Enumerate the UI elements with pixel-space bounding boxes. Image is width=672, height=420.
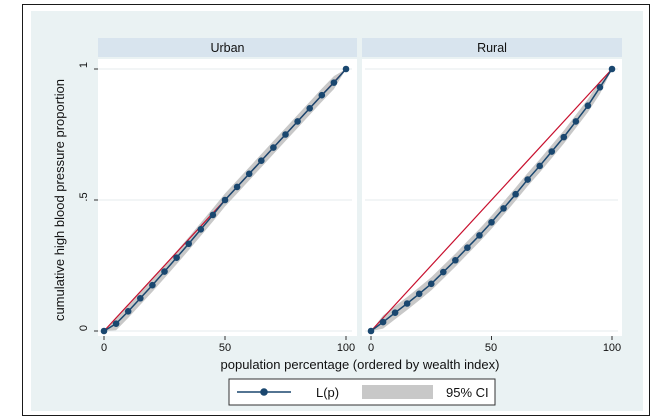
data-point xyxy=(161,268,168,275)
data-point xyxy=(415,290,423,298)
data-point xyxy=(379,318,387,326)
data-point xyxy=(608,65,616,73)
x-axis-label: population percentage (ordered by wealth… xyxy=(221,357,500,372)
data-point xyxy=(403,300,411,307)
curve-urban xyxy=(100,65,350,335)
panel-strip-urban xyxy=(98,38,357,57)
legend: L(p) 95% CI xyxy=(228,378,496,406)
data-point xyxy=(294,118,301,125)
data-point xyxy=(440,268,447,276)
x-tick-label-100: 100 xyxy=(603,342,621,354)
data-point xyxy=(536,162,543,170)
panel-strip-rural xyxy=(362,38,622,57)
data-point xyxy=(197,226,205,233)
data-point xyxy=(391,309,399,316)
x-tick-label-0: 0 xyxy=(101,342,107,354)
x-tick-label-100: 100 xyxy=(337,342,355,354)
data-point xyxy=(596,84,604,91)
data-point xyxy=(524,176,531,183)
data-point xyxy=(452,256,459,264)
equality-line-rural xyxy=(370,68,613,332)
data-point xyxy=(476,232,483,239)
x-tick-label-50: 50 xyxy=(219,342,231,354)
data-point xyxy=(488,218,495,226)
y-axis-label: cumulative high blood pressure proportio… xyxy=(52,79,67,321)
legend-label-lp: L(p) xyxy=(316,385,339,400)
panel-title-rural: Rural xyxy=(477,41,507,55)
panel-urban: Urban 0 50 100 xyxy=(98,38,357,354)
data-point xyxy=(221,196,229,204)
data-point xyxy=(270,144,277,151)
data-point xyxy=(282,131,289,138)
data-point xyxy=(512,190,519,198)
data-point xyxy=(124,308,132,315)
data-point xyxy=(233,183,241,191)
curve-rural xyxy=(367,65,616,335)
panel-title-urban: Urban xyxy=(210,41,244,55)
data-point xyxy=(258,157,265,164)
x-ticks-urban: 0 50 100 xyxy=(101,336,355,354)
data-point xyxy=(100,327,108,335)
equality-line xyxy=(370,68,613,332)
data-point xyxy=(149,281,156,289)
x-ticks-rural: 0 50 100 xyxy=(368,336,621,354)
x-tick-label-50: 50 xyxy=(485,342,497,354)
data-point xyxy=(209,211,217,219)
data-point xyxy=(342,65,350,73)
data-point xyxy=(330,79,338,86)
data-point xyxy=(548,148,556,155)
panel-rural: Rural 0 50 100 xyxy=(362,38,622,354)
data-point xyxy=(500,205,507,212)
data-point xyxy=(173,254,180,261)
chart-frame: cumulative high blood pressure proportio… xyxy=(22,4,650,416)
data-point xyxy=(584,102,592,109)
data-point xyxy=(560,133,568,141)
data-point xyxy=(245,170,253,178)
data-point xyxy=(427,280,435,288)
data-point xyxy=(185,240,192,248)
y-tick-label-0: 0 xyxy=(78,325,90,331)
data-point xyxy=(112,320,120,327)
legend-marker-swatch xyxy=(260,388,268,396)
chart-figure: cumulative high blood pressure proportio… xyxy=(31,11,643,411)
data-point xyxy=(464,244,471,251)
legend-ci-swatch xyxy=(362,385,433,399)
x-tick-label-0: 0 xyxy=(368,342,374,354)
y-tick-label-1: 1 xyxy=(78,62,90,68)
data-point xyxy=(306,105,314,112)
legend-label-ci: 95% CI xyxy=(446,385,489,400)
data-point xyxy=(367,327,375,335)
data-point xyxy=(137,294,144,302)
data-point xyxy=(572,118,580,125)
y-tick-label-0-5: .5 xyxy=(78,192,90,201)
data-point xyxy=(318,91,326,99)
